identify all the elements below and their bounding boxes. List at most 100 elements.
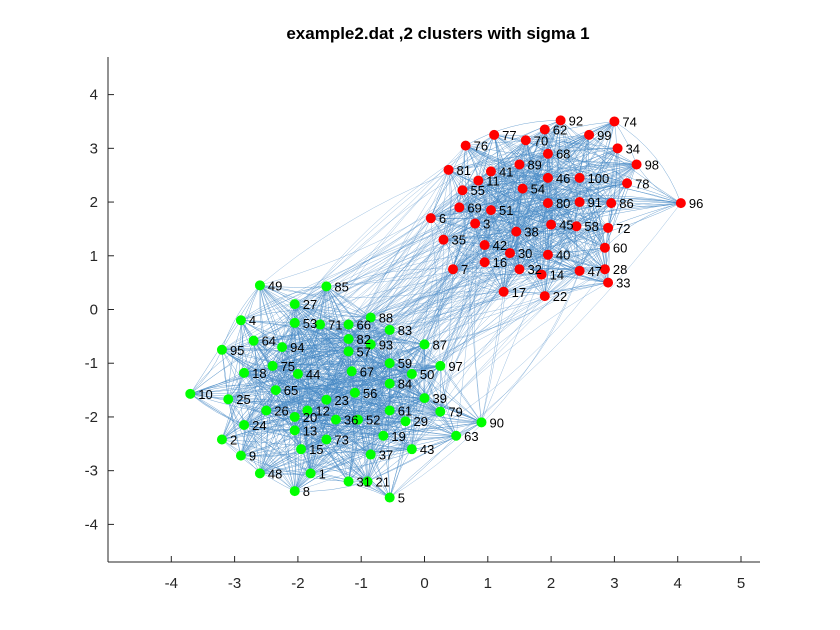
graph-edge	[243, 424, 311, 474]
graph-edge	[294, 209, 492, 305]
graph-edge	[272, 365, 412, 382]
cluster-2-point	[321, 281, 332, 292]
point-label: 88	[379, 311, 393, 326]
graph-edge	[348, 392, 356, 482]
graph-edge	[326, 397, 425, 440]
graph-edge	[300, 371, 352, 450]
graph-edge	[294, 481, 368, 492]
graph-edge	[478, 164, 637, 181]
graph-edge	[547, 177, 580, 255]
graph-edge	[319, 218, 431, 325]
graph-edge	[190, 340, 254, 394]
graph-edge	[459, 207, 609, 283]
point-label: 8	[303, 484, 310, 499]
graph-edge	[475, 223, 577, 232]
point-label: 89	[527, 157, 541, 172]
point-label: 24	[252, 418, 266, 433]
point-label: 77	[502, 128, 516, 143]
cluster-2-point	[289, 486, 300, 497]
graph-edge	[294, 430, 457, 437]
graph-edge	[294, 430, 390, 498]
graph-edge	[456, 202, 682, 436]
point-label: 87	[433, 337, 447, 352]
cluster-2-point	[289, 411, 300, 422]
graph-edge	[240, 319, 349, 342]
graph-edge	[272, 344, 425, 367]
graph-edge	[326, 190, 463, 287]
graph-edge	[493, 134, 523, 189]
graph-edge	[430, 188, 523, 219]
point-label: 94	[290, 340, 304, 355]
graph-edge	[351, 371, 413, 450]
cluster-2-point	[384, 324, 395, 335]
graph-edge	[370, 317, 441, 367]
cluster-2-point	[248, 335, 259, 346]
graph-edge	[348, 291, 504, 340]
graph-edge	[607, 164, 637, 228]
cluster-2-point	[384, 378, 395, 389]
graph-edge	[452, 268, 542, 276]
point-label: 16	[493, 255, 507, 270]
cluster-1-point	[514, 264, 525, 275]
cluster-1-point	[574, 197, 585, 208]
cluster-2-point	[406, 368, 417, 379]
graph-edge	[297, 373, 390, 498]
graph-edge	[455, 223, 476, 436]
graph-edge	[272, 270, 580, 367]
graph-edge	[259, 439, 327, 474]
graph-edge	[547, 177, 612, 204]
graph-edge	[221, 320, 244, 440]
graph-edge	[240, 399, 327, 456]
graph-edge	[579, 121, 615, 271]
graph-edge	[440, 223, 476, 412]
point-label: 9	[249, 449, 256, 464]
point-label: 18	[252, 366, 266, 381]
cluster-2-point	[239, 367, 250, 378]
graph-edge	[462, 164, 520, 191]
cluster-1-point	[546, 219, 557, 230]
graph-edge	[389, 435, 457, 498]
graph-edge	[370, 190, 463, 318]
graph-edge	[541, 266, 605, 275]
points-layer	[185, 115, 686, 503]
cluster-1-point	[574, 265, 585, 276]
point-label: 52	[366, 413, 380, 428]
point-label: 67	[360, 364, 374, 379]
cluster-2-point	[216, 434, 227, 445]
cluster-2-point	[321, 394, 332, 405]
graph-edge	[190, 369, 352, 395]
graph-edge	[294, 416, 457, 441]
point-label: 83	[398, 323, 412, 338]
graph-edge	[244, 366, 390, 384]
graph-edge	[411, 252, 511, 375]
point-label: 73	[334, 433, 348, 448]
graph-edge	[424, 344, 457, 436]
point-label: 48	[268, 466, 282, 481]
graph-edge	[443, 239, 504, 293]
graph-edge	[383, 435, 457, 439]
graph-edge	[190, 329, 390, 395]
point-label: 11	[486, 174, 500, 189]
graph-edge	[411, 373, 457, 436]
x-tick-label: 0	[420, 575, 428, 592]
point-label: 78	[635, 176, 649, 191]
graph-edge	[326, 399, 406, 422]
point-label: 13	[303, 423, 317, 438]
cluster-1-point	[536, 269, 547, 280]
graph-edge	[370, 421, 482, 455]
point-label: 54	[531, 182, 545, 197]
graph-edge	[547, 203, 580, 271]
graph-edge	[243, 372, 406, 422]
point-label: 19	[391, 429, 405, 444]
graph-edge	[440, 365, 457, 436]
point-label: 99	[597, 128, 611, 143]
graph-edge	[294, 416, 368, 482]
cluster-1-point	[498, 286, 509, 297]
point-label: 14	[550, 268, 564, 283]
cluster-1-point	[470, 218, 481, 229]
graph-edge	[310, 422, 482, 474]
graph-edge	[430, 177, 548, 219]
graph-edge	[389, 268, 520, 331]
cluster-1-point	[599, 264, 610, 275]
graph-edge	[440, 282, 609, 412]
